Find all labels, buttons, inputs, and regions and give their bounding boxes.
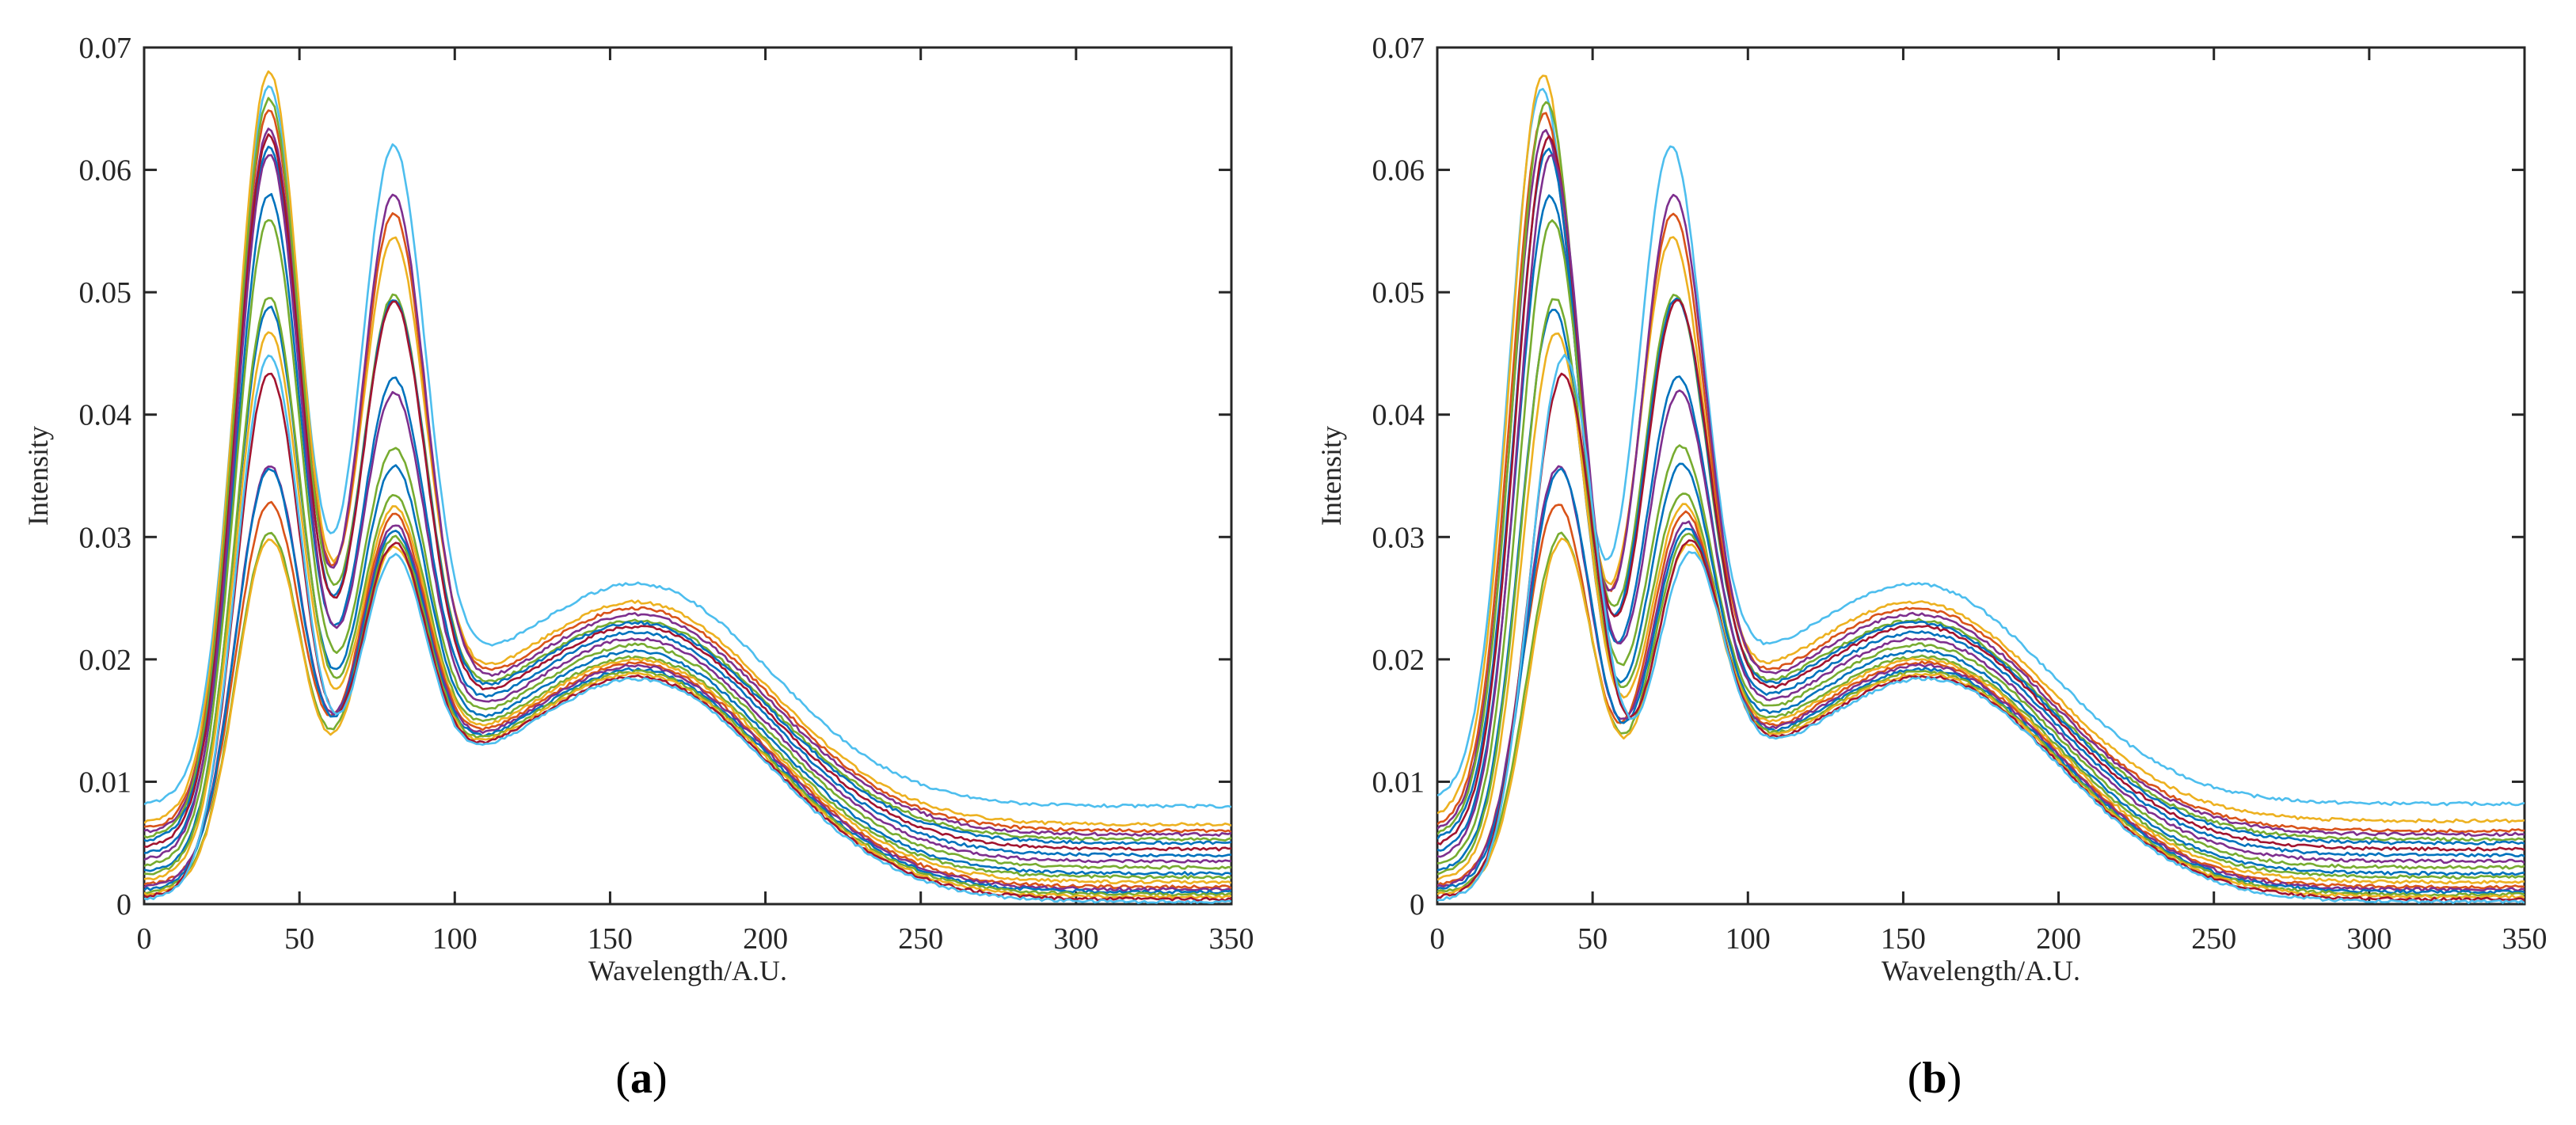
series-line-s7 bbox=[144, 133, 1231, 852]
y-axis-label: Intensity bbox=[22, 426, 54, 526]
series-line-s4 bbox=[1437, 129, 2525, 837]
y-tick-label: 0.04 bbox=[1372, 399, 1425, 432]
x-tick-label: 0 bbox=[1430, 922, 1445, 956]
series-line-s4 bbox=[144, 127, 1231, 837]
x-tick-label: 350 bbox=[2502, 922, 2547, 956]
series-line-s16 bbox=[144, 467, 1231, 895]
series-line-s20 bbox=[144, 354, 1231, 904]
series-line-s13 bbox=[144, 331, 1231, 885]
x-tick-label: 100 bbox=[432, 922, 478, 956]
series-lines bbox=[1437, 74, 2525, 904]
y-tick-label: 0.07 bbox=[79, 32, 132, 65]
y-axis-label: Intensity bbox=[1315, 426, 1347, 526]
series-line-s2 bbox=[144, 70, 1231, 827]
series-line-s11 bbox=[1437, 309, 2525, 876]
y-tick-label: 0.02 bbox=[79, 644, 132, 677]
series-line-s6 bbox=[1437, 147, 2525, 846]
x-tick-label: 100 bbox=[1726, 922, 1771, 956]
series-line-s18 bbox=[144, 538, 1231, 899]
series-line-s1 bbox=[144, 85, 1231, 809]
y-tick-label: 0.01 bbox=[79, 766, 132, 799]
series-line-s8 bbox=[144, 192, 1231, 858]
y-tick-label: 0.06 bbox=[1372, 154, 1425, 188]
x-tick-label: 250 bbox=[2191, 922, 2236, 956]
caption-a: (a) bbox=[615, 1054, 668, 1103]
series-line-s1 bbox=[1437, 88, 2525, 807]
series-line-s5 bbox=[1437, 101, 2525, 842]
x-tick-label: 200 bbox=[2036, 922, 2081, 956]
x-tick-label: 150 bbox=[1881, 922, 1926, 956]
y-tick-label: 0.03 bbox=[79, 521, 132, 554]
y-tick-label: 0.07 bbox=[1372, 32, 1425, 65]
series-line-s7 bbox=[1437, 135, 2525, 852]
series-line-s12 bbox=[1437, 298, 2525, 880]
series-line-s10 bbox=[1437, 219, 2525, 870]
y-tick-label: 0 bbox=[1410, 888, 1425, 922]
series-line-s9 bbox=[1437, 154, 2525, 864]
series-line-s3 bbox=[1437, 112, 2525, 834]
series-line-s5 bbox=[144, 97, 1231, 842]
ticks bbox=[1436, 46, 2526, 906]
x-tick-label: 200 bbox=[743, 922, 788, 956]
chart-b: 0 50 100 150 200 250 300 350 0 0.01 0.02 0.03 0.04 0.… bbox=[1315, 32, 2547, 986]
x-axis-label: Wavelength/A.U. bbox=[1882, 955, 2080, 986]
x-tick-label: 0 bbox=[137, 922, 152, 956]
series-line-s12 bbox=[144, 297, 1231, 880]
chart-panel-b: 0 50 100 150 200 250 300 350 0 0.01 0.02 0.03 0.04 0.… bbox=[1293, 0, 2576, 1125]
x-tick-label: 350 bbox=[1209, 922, 1254, 956]
x-tick-label: 300 bbox=[1053, 922, 1098, 956]
y-tick-label: 0.04 bbox=[79, 399, 132, 432]
y-tick-label: 0.05 bbox=[1372, 276, 1425, 310]
chart-a: 0 50 100 150 200 250 300 350 0 0.01 0.02 0.03 0.04 0.… bbox=[22, 32, 1254, 986]
x-tick-label: 150 bbox=[588, 922, 633, 956]
series-line-s14 bbox=[144, 500, 1231, 890]
x-tick-label: 250 bbox=[898, 922, 943, 956]
series-line-s20 bbox=[1437, 353, 2525, 904]
plot-frame bbox=[143, 46, 1233, 906]
series-lines bbox=[144, 70, 1231, 904]
x-axis-label: Wavelength/A.U. bbox=[588, 955, 787, 986]
series-line-s9 bbox=[144, 154, 1231, 864]
x-tick-label: 50 bbox=[284, 922, 314, 956]
plot-frame bbox=[1436, 46, 2526, 906]
chart-panel-a: 0 50 100 150 200 250 300 350 0 0.01 0.02 0.03 0.04 0.… bbox=[0, 0, 1283, 1125]
y-tick-label: 0.01 bbox=[1372, 766, 1425, 799]
x-tick-label: 300 bbox=[2346, 922, 2391, 956]
y-tick-label: 0 bbox=[116, 888, 131, 922]
y-tick-label: 0.06 bbox=[79, 154, 132, 188]
series-line-s19 bbox=[1437, 372, 2525, 902]
y-tick-label: 0.02 bbox=[1372, 644, 1425, 677]
caption-b: (b) bbox=[1907, 1054, 1962, 1103]
series-line-s3 bbox=[144, 109, 1231, 834]
y-tick-label: 0.05 bbox=[79, 276, 132, 310]
series-line-s17 bbox=[144, 531, 1231, 897]
series-line-s2 bbox=[1437, 74, 2525, 823]
x-tick-label: 50 bbox=[1577, 922, 1608, 956]
y-tick-label: 0.03 bbox=[1372, 521, 1425, 554]
series-line-s8 bbox=[1437, 194, 2525, 858]
series-line-s10 bbox=[144, 219, 1231, 870]
